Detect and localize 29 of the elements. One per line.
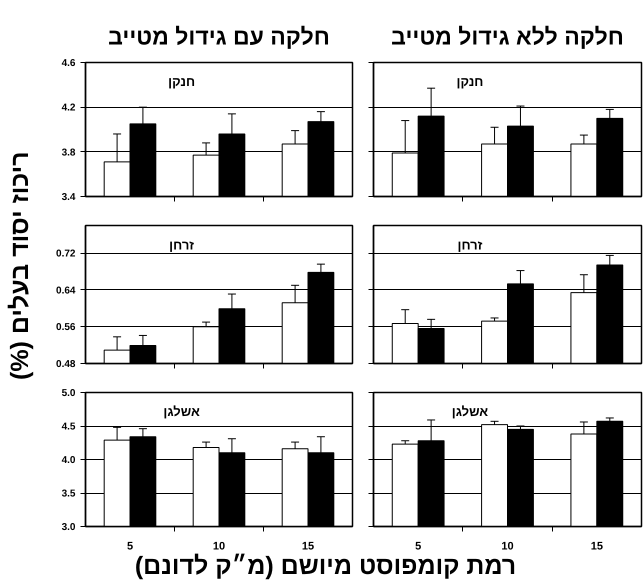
y-tick-label: 0.48 bbox=[56, 359, 76, 370]
y-axis-title: ריכוז יסוד בעלים (%) bbox=[5, 152, 35, 380]
y-tick-label: 0.56 bbox=[56, 322, 76, 334]
x-tick-label: 10 bbox=[501, 540, 514, 552]
annotation: זרחן bbox=[458, 237, 483, 252]
y-tick-label: 5.0 bbox=[62, 388, 76, 399]
annotation: זרחן bbox=[169, 237, 194, 252]
y-tick-label: 3.4 bbox=[62, 192, 76, 203]
annotation: אשלגן bbox=[452, 404, 488, 419]
y-tick-label: 3.5 bbox=[62, 488, 76, 500]
x-tick-label: 15 bbox=[590, 540, 603, 552]
x-tick-label: 15 bbox=[302, 540, 314, 552]
annotation: אשלגן bbox=[163, 404, 200, 419]
x-tick-label: 5 bbox=[126, 540, 134, 552]
x-axis-title: רמת קומפוסט מיושם (מ״ק לדונם) bbox=[134, 552, 516, 581]
y-tick-label: 3.8 bbox=[62, 147, 76, 158]
y-tick-label: 4.2 bbox=[62, 102, 76, 114]
y-tick-label: 0.64 bbox=[56, 285, 76, 296]
y-tick-label: 4.6 bbox=[62, 58, 76, 69]
annotation: חנקן bbox=[456, 74, 484, 89]
x-tick-label: 5 bbox=[415, 540, 422, 552]
chart-title: חלקה ללא גידול מטייב bbox=[391, 24, 624, 50]
x-tick-label: 10 bbox=[212, 540, 226, 552]
chart-title: חלקה עם גידול מטייב bbox=[108, 24, 330, 50]
y-tick-label: 3.0 bbox=[62, 522, 76, 533]
y-tick-label: 4.0 bbox=[62, 455, 76, 466]
annotation: חנקן bbox=[168, 74, 196, 89]
y-tick-label: 4.5 bbox=[62, 422, 76, 432]
y-tick-label: 0.72 bbox=[56, 248, 76, 260]
